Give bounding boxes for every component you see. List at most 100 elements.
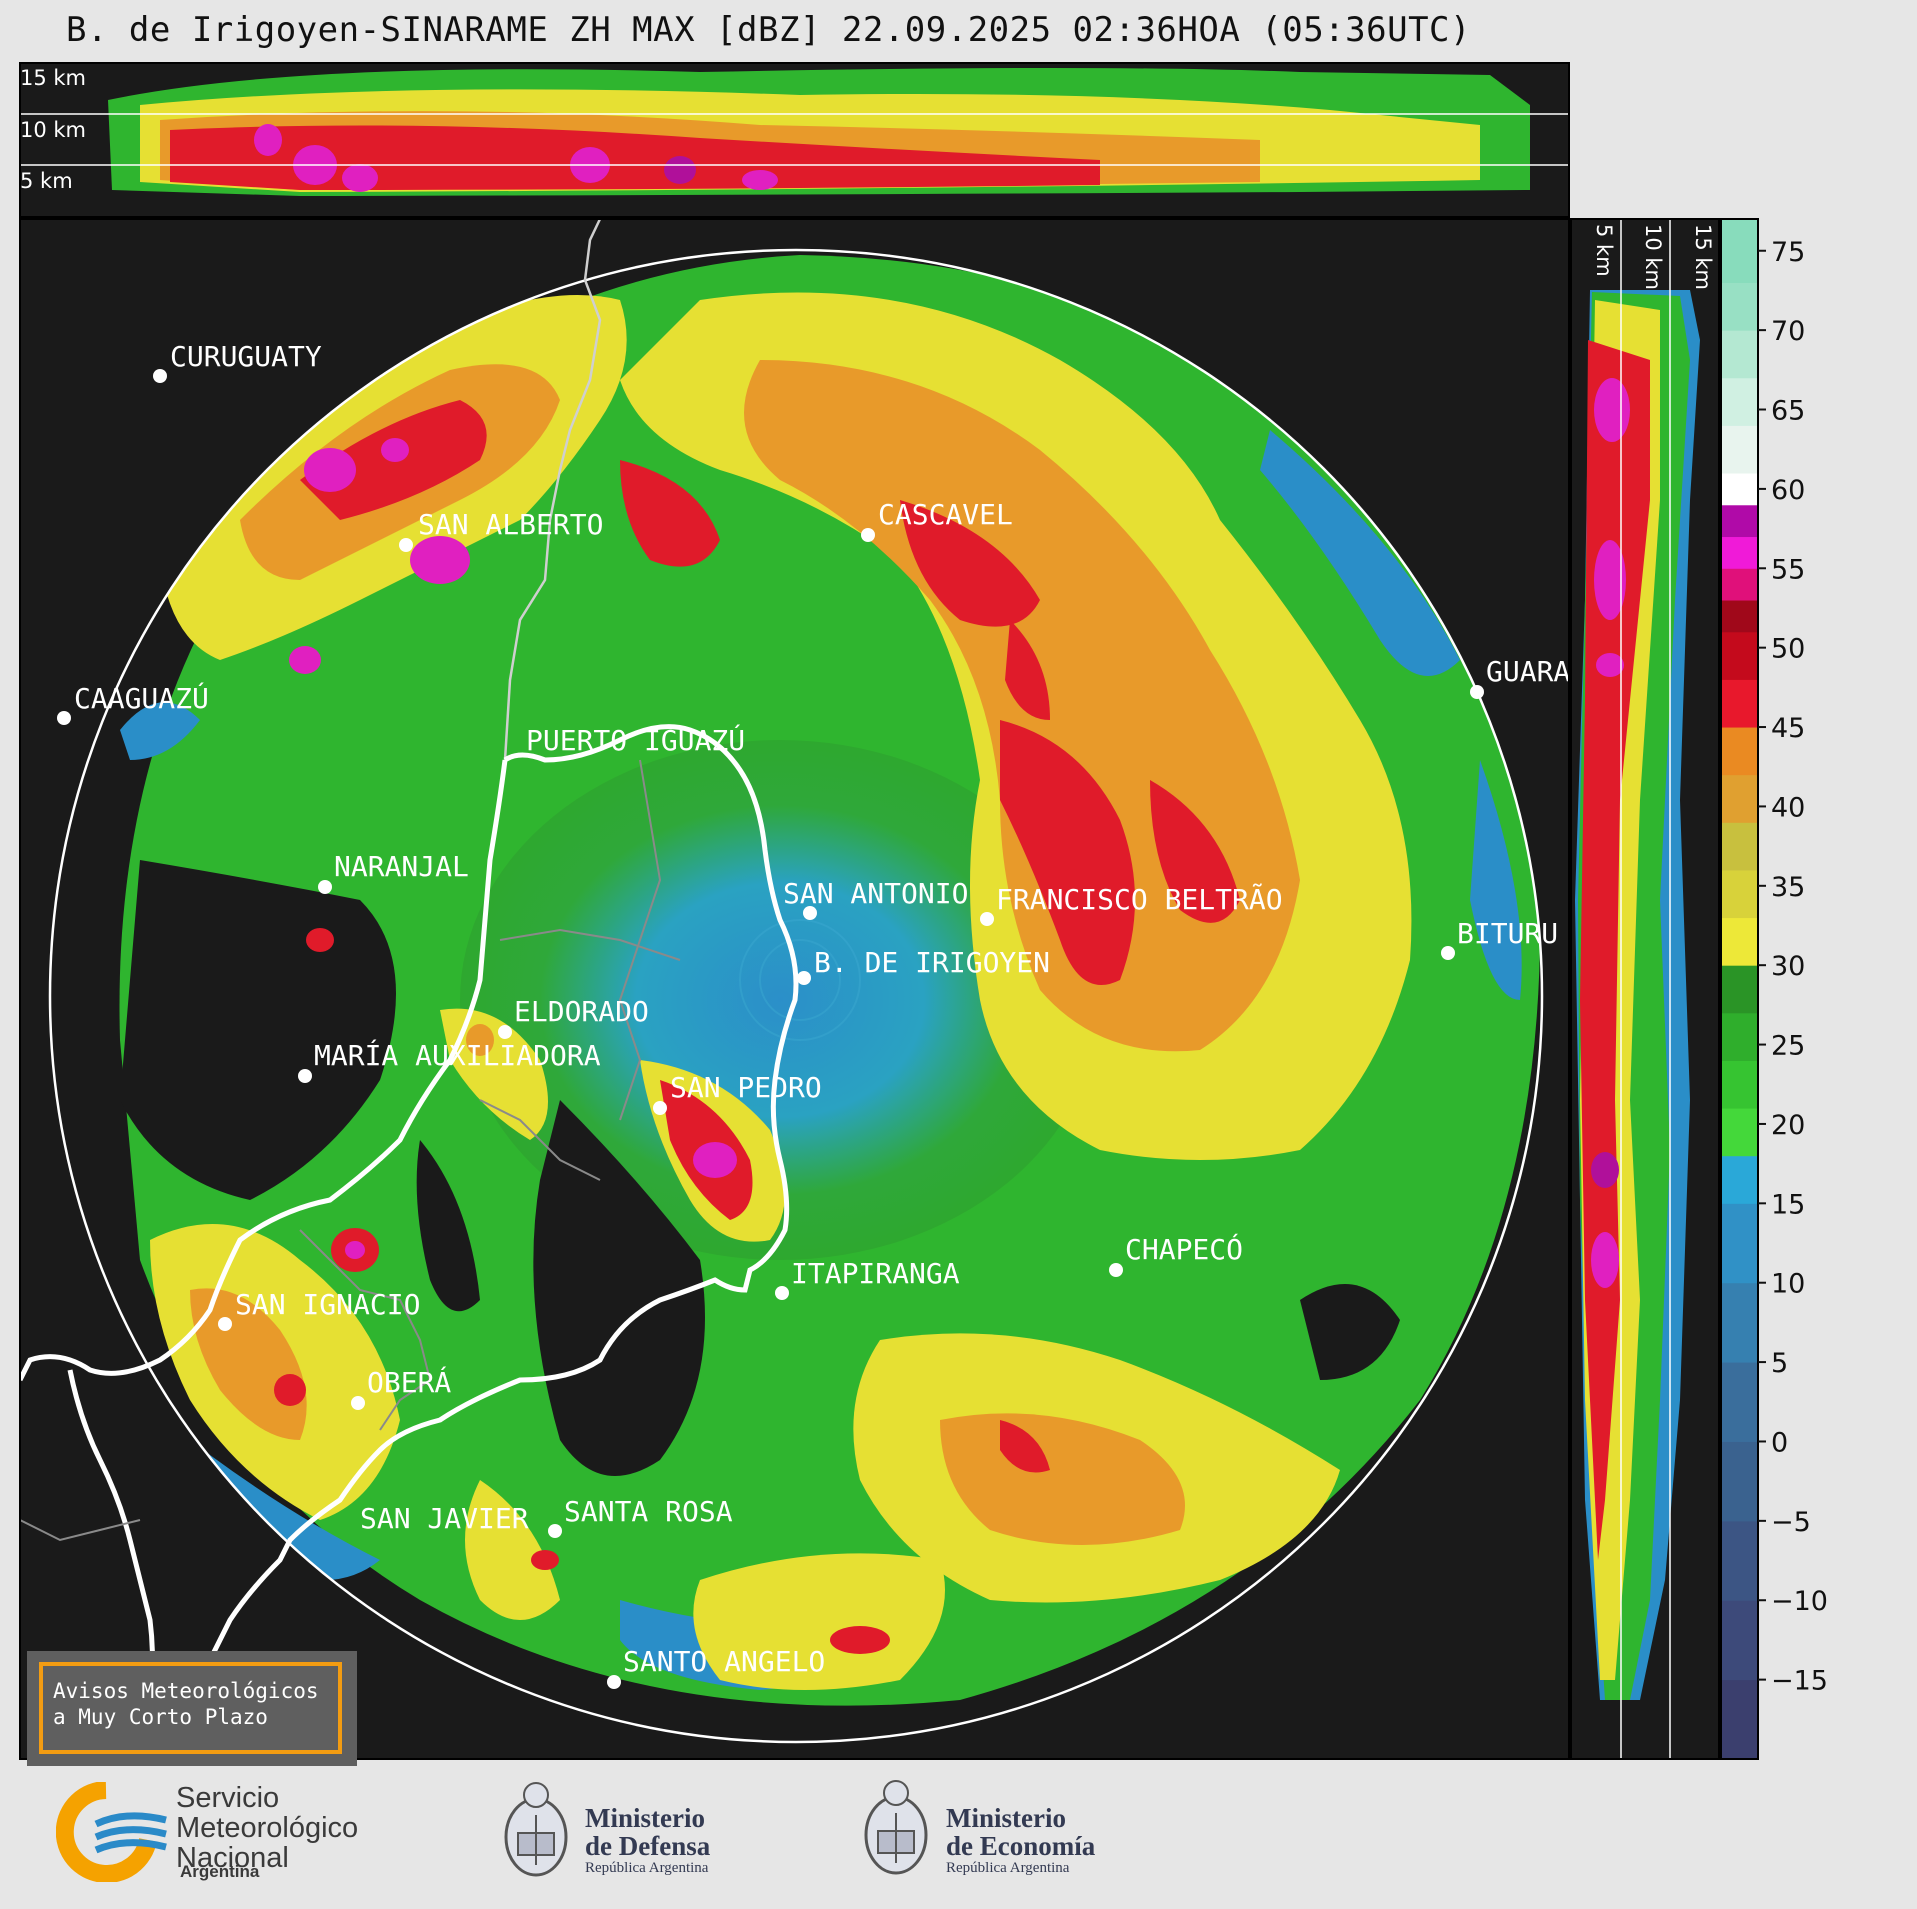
colorbar-tick-label: 70 (1771, 316, 1805, 347)
colorbar-tick-label: 0 (1771, 1427, 1788, 1458)
country-borders (20, 219, 799, 1706)
warning-line-2: a Muy Corto Plazo (53, 1705, 268, 1729)
colorbar-segment (1721, 1441, 1758, 1522)
colorbar-segment (1721, 869, 1758, 919)
colorbar-tick-label: 75 (1771, 237, 1805, 268)
defensa-sub: República Argentina (585, 1860, 709, 1876)
city-label-b-de-irigoyen: B. DE IRIGOYEN (814, 946, 1050, 979)
city-dot-itapiranga (775, 1286, 789, 1300)
city-dot-obera (351, 1396, 365, 1410)
colorbar (1721, 219, 1758, 1760)
colorbar-segment (1721, 822, 1758, 871)
colorbar-tick-label: 10 (1771, 1269, 1805, 1300)
colorbar-tick-label: 5 (1771, 1348, 1788, 1379)
colorbar-segment (1721, 774, 1758, 823)
colorbar-tick-label: −5 (1771, 1507, 1811, 1538)
city-label-guara: GUARA (1486, 655, 1570, 688)
warning-box[interactable]: Avisos Meteorológicos a Muy Corto Plazo (39, 1662, 342, 1754)
city-dot-san-pedro (653, 1101, 667, 1115)
colorbar-tick-label: 20 (1771, 1110, 1805, 1141)
smn-line-1: Servicio (176, 1782, 280, 1814)
colorbar-tick-label: −10 (1771, 1586, 1828, 1617)
economia-line-1: Ministerio (946, 1803, 1066, 1833)
city-dot-san-antonio (803, 906, 817, 920)
colorbar-segment (1721, 1362, 1758, 1442)
colorbar-segment (1721, 679, 1758, 728)
defensa-line-2: de Defensa (585, 1831, 711, 1861)
side-km-label-15: 15 km (1691, 224, 1715, 290)
colorbar-segment (1721, 1155, 1758, 1204)
city-dot-caaguazu (57, 711, 71, 725)
economia-sub: República Argentina (946, 1860, 1070, 1876)
city-label-santo-angelo: SANTO ANGELO (623, 1645, 825, 1678)
city-label-chapeco: CHAPECÓ (1125, 1232, 1243, 1266)
colorbar-segment (1721, 600, 1758, 633)
smn-line-3: Nacional (176, 1842, 289, 1874)
city-label-san-antonio: SAN ANTONIO (783, 877, 968, 910)
economia-logo-text: Ministerio de Economía República Argenti… (946, 1804, 1095, 1877)
city-label-san-javier: SAN JAVIER (360, 1502, 529, 1535)
colorbar-segment (1721, 219, 1758, 284)
smn-logo-text: Servicio Meteorológico Nacional (176, 1783, 358, 1873)
city-dot-santo-angelo (607, 1675, 621, 1689)
top-km-label-10: 10 km (20, 118, 86, 142)
colorbar-tick-label: 65 (1771, 396, 1805, 427)
colorbar-segment (1721, 1282, 1758, 1363)
colorbar-segment (1721, 1520, 1758, 1601)
colorbar-tick-label: −15 (1771, 1666, 1828, 1697)
map-title: B. de Irigoyen-SINARAME ZH MAX [dBZ] 22.… (66, 10, 1471, 50)
side-section-echoes (1575, 219, 1700, 1759)
city-label-curuguaty: CURUGUATY (170, 340, 322, 373)
city-dot-maria-auxiliadora (298, 1069, 312, 1083)
defensa-line-1: Ministerio (585, 1803, 705, 1833)
city-label-caaguazu: CAAGUAZÚ (74, 681, 209, 715)
smn-sub: Argentina (180, 1862, 260, 1881)
colorbar-tick-label: 35 (1771, 872, 1805, 903)
city-dot-santa-rosa (548, 1524, 562, 1538)
smn-logo-icon (56, 1782, 167, 1882)
colorbar-segment (1721, 1108, 1758, 1157)
city-label-maria-auxiliadora: MARÍA AUXILIADORA (314, 1038, 601, 1072)
city-dot-curuguaty (153, 369, 167, 383)
city-dot-san-alberto (399, 538, 413, 552)
city-dot-eldorado (498, 1025, 512, 1039)
city-dot-chapeco (1109, 1263, 1123, 1277)
colorbar-tick-label: 45 (1771, 713, 1805, 744)
top-km-label-15: 15 km (20, 66, 86, 90)
colorbar-segment (1721, 1012, 1758, 1061)
colorbar-segment (1721, 917, 1758, 966)
city-label-bituru: BITURU (1457, 917, 1558, 950)
city-markers: CURUGUATY SAN ALBERTO CASCAVEL CAAGUAZÚ … (57, 340, 1570, 1689)
colorbar-tick-label: 50 (1771, 634, 1805, 665)
defensa-logo-text: Ministerio de Defensa República Argentin… (585, 1804, 710, 1877)
city-label-cascavel: CASCAVEL (878, 498, 1013, 531)
colorbar-tick-label: 25 (1771, 1031, 1805, 1062)
national-seal-icon-2 (864, 1780, 928, 1875)
colorbar-segment (1721, 965, 1758, 1014)
colorbar-segment (1721, 425, 1758, 474)
top-km-label-5: 5 km (20, 169, 73, 193)
city-label-itapiranga: ITAPIRANGA (791, 1257, 960, 1290)
colorbar-segment (1721, 568, 1758, 601)
colorbar-segment (1721, 1600, 1758, 1681)
city-dot-cascavel (861, 528, 875, 542)
colorbar-tick-label: 40 (1771, 792, 1805, 823)
colorbar-segment (1721, 377, 1758, 426)
colorbar-segment (1721, 536, 1758, 569)
colorbar-segment (1721, 1679, 1758, 1760)
city-label-francisco-beltrao: FRANCISCO BELTRÃO (996, 883, 1283, 916)
city-label-san-pedro: SAN PEDRO (670, 1071, 822, 1104)
side-km-label-10: 10 km (1641, 224, 1665, 290)
city-label-puerto-iguazu: PUERTO IGUAZÚ (526, 723, 745, 757)
colorbar-segment (1721, 631, 1758, 680)
colorbar-segment (1721, 504, 1758, 538)
city-dot-francisco-beltrao (980, 912, 994, 926)
city-label-santa-rosa: SANTA ROSA (564, 1495, 733, 1528)
city-label-san-alberto: SAN ALBERTO (418, 508, 603, 541)
national-seal-icon (504, 1782, 568, 1877)
colorbar-tick-label: 15 (1771, 1189, 1805, 1220)
city-dot-san-ignacio (218, 1317, 232, 1331)
city-dot-b-de-irigoyen (797, 971, 811, 985)
colorbar-tick-label: 30 (1771, 951, 1805, 982)
